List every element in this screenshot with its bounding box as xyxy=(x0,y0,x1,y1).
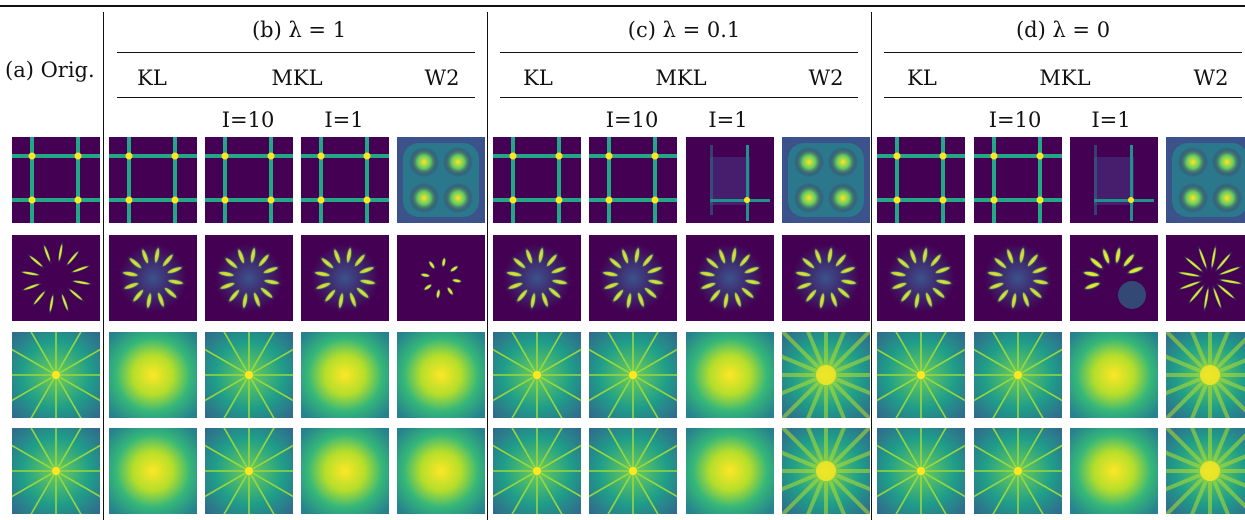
sub-label-i1: I=1 xyxy=(708,108,748,132)
plot-tile-grid-4 xyxy=(301,137,389,223)
plot-tile-grid-2 xyxy=(109,137,197,223)
separator-b-c xyxy=(487,12,488,520)
plot-tile-ring-2 xyxy=(109,235,197,321)
plot-tile-ring-13 xyxy=(1166,235,1245,321)
plot-tile-grid-12 xyxy=(1070,137,1158,223)
plot-tile-ring-11 xyxy=(974,235,1062,321)
plot-tile-grid-9 xyxy=(782,137,870,223)
plot-tile-ring-7 xyxy=(589,235,677,321)
plot-tile-star-13 xyxy=(1166,332,1245,418)
plot-tile-ring-12 xyxy=(1070,235,1158,321)
plot-tile-star2-2 xyxy=(109,428,197,514)
group-title-b: (b) λ = 1 xyxy=(251,18,347,42)
plot-tile-ring-9 xyxy=(782,235,870,321)
group-title-c: (c) λ = 0.1 xyxy=(627,18,741,42)
group-title-d: (d) λ = 0 xyxy=(1015,18,1111,42)
plot-tile-star-11 xyxy=(974,332,1062,418)
plot-tile-star2-5 xyxy=(397,428,485,514)
plot-tile-grid-1 xyxy=(12,137,100,223)
plot-tile-star-6 xyxy=(493,332,581,418)
plot-tile-star-12 xyxy=(1070,332,1158,418)
group-rule-c xyxy=(500,52,858,53)
plot-tile-star2-8 xyxy=(686,428,774,514)
method-label-kl: KL xyxy=(137,66,167,90)
plot-tile-star-5 xyxy=(397,332,485,418)
plot-tile-grid-10 xyxy=(877,137,965,223)
plot-tile-star-8 xyxy=(686,332,774,418)
sub-label-i10: I=10 xyxy=(221,108,275,132)
plot-tile-star-4 xyxy=(301,332,389,418)
method-rule-c xyxy=(500,97,858,98)
plot-tile-star-9 xyxy=(782,332,870,418)
plot-tile-star-3 xyxy=(205,332,293,418)
plot-tile-ring-6 xyxy=(493,235,581,321)
plot-tile-star2-9 xyxy=(782,428,870,514)
method-label-w2: W2 xyxy=(424,66,460,90)
plot-tile-star-1 xyxy=(12,332,100,418)
plot-tile-grid-6 xyxy=(493,137,581,223)
method-label-mkl: MKL xyxy=(655,66,707,90)
plot-tile-star-7 xyxy=(589,332,677,418)
group-rule-d xyxy=(884,52,1242,53)
plot-tile-grid-7 xyxy=(589,137,677,223)
method-label-w2: W2 xyxy=(808,66,844,90)
plot-tile-grid-3 xyxy=(205,137,293,223)
plot-tile-grid-11 xyxy=(974,137,1062,223)
plot-tile-grid-8 xyxy=(686,137,774,223)
sub-label-i10: I=10 xyxy=(988,108,1042,132)
plot-tile-ring-10 xyxy=(877,235,965,321)
plot-tile-star2-6 xyxy=(493,428,581,514)
separator-c-d xyxy=(871,12,872,520)
plot-tile-star2-11 xyxy=(974,428,1062,514)
plot-tile-star2-4 xyxy=(301,428,389,514)
plot-tile-star-10 xyxy=(877,332,965,418)
plot-tile-star2-10 xyxy=(877,428,965,514)
method-label-mkl: MKL xyxy=(1039,66,1091,90)
plot-tile-ring-3 xyxy=(205,235,293,321)
plot-tile-grid-5 xyxy=(397,137,485,223)
sub-label-i1: I=1 xyxy=(1091,108,1131,132)
plot-tile-star2-3 xyxy=(205,428,293,514)
plot-tile-ring-4 xyxy=(301,235,389,321)
method-label-kl: KL xyxy=(523,66,553,90)
plot-tile-ring-8 xyxy=(686,235,774,321)
plot-tile-star2-13 xyxy=(1166,428,1245,514)
method-rule-d xyxy=(884,97,1242,98)
plot-tile-grid-13 xyxy=(1166,137,1245,223)
separator-orig xyxy=(103,12,104,520)
group-rule-b xyxy=(117,52,475,53)
sub-label-i1: I=1 xyxy=(324,108,364,132)
top-rule xyxy=(0,5,1245,7)
method-label-kl: KL xyxy=(907,66,937,90)
sub-label-i10: I=10 xyxy=(605,108,659,132)
plot-tile-ring-5 xyxy=(397,235,485,321)
method-label-mkl: MKL xyxy=(271,66,323,90)
method-rule-b xyxy=(117,97,475,98)
plot-tile-star2-7 xyxy=(589,428,677,514)
method-label-w2: W2 xyxy=(1193,66,1229,90)
plot-tile-star-2 xyxy=(109,332,197,418)
plot-tile-ring-1 xyxy=(12,235,100,321)
plot-tile-star2-12 xyxy=(1070,428,1158,514)
plot-tile-star2-1 xyxy=(12,428,100,514)
orig-label: (a) Orig. xyxy=(5,58,95,82)
